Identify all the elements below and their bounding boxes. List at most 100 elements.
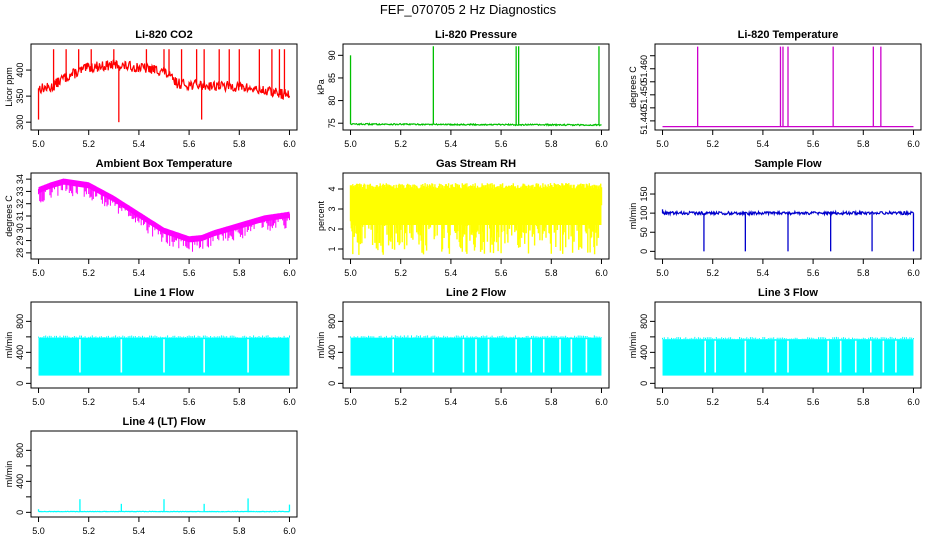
x-tick-label: 5.2 bbox=[82, 526, 95, 536]
y-tick-label: 0 bbox=[15, 510, 25, 515]
x-tick-label: 5.6 bbox=[495, 139, 508, 149]
x-tick-label: 5.0 bbox=[344, 268, 357, 278]
x-tick-label: 5.6 bbox=[183, 397, 196, 407]
data-series bbox=[350, 335, 602, 376]
panel-title: Li-820 Pressure bbox=[435, 29, 517, 41]
y-tick-label: 0 bbox=[15, 381, 25, 386]
y-axis: 300 350 400 bbox=[15, 63, 31, 130]
y-tick-label: 31 bbox=[15, 211, 25, 221]
plot-frame bbox=[654, 172, 922, 260]
y-tick-label: 300 bbox=[15, 115, 25, 130]
x-tick-label: 5.6 bbox=[807, 268, 820, 278]
x-tick-label: 5.0 bbox=[32, 397, 45, 407]
y-axis-label: ml/min bbox=[4, 461, 14, 488]
x-tick-label: 5.0 bbox=[32, 139, 45, 149]
x-axis: 5.0 5.2 5.4 5.6 5.8 6.0 bbox=[32, 517, 296, 536]
y-axis: 0 400 800 bbox=[15, 314, 31, 386]
y-tick-label: 800 bbox=[639, 314, 649, 329]
x-tick-label: 6.0 bbox=[595, 268, 608, 278]
data-series bbox=[349, 46, 602, 127]
x-tick-label: 6.0 bbox=[595, 139, 608, 149]
x-tick-label: 5.6 bbox=[495, 397, 508, 407]
y-tick-label: 350 bbox=[15, 89, 25, 104]
panel-7: Line 2 Flow 5.0 5.2 5.4 5.6 5.8 6.0 0 400 800ml/m… bbox=[316, 287, 610, 407]
panel-title: Ambient Box Temperature bbox=[96, 158, 233, 170]
panel-title: Line 1 Flow bbox=[134, 287, 194, 299]
y-tick-label: 1 bbox=[327, 246, 337, 251]
y-tick-label: 80 bbox=[327, 96, 337, 106]
x-tick-label: 5.6 bbox=[183, 526, 196, 536]
y-tick-label: 30 bbox=[15, 223, 25, 233]
y-tick-label: 400 bbox=[327, 345, 337, 360]
x-tick-label: 5.4 bbox=[445, 139, 458, 149]
x-tick-label: 5.8 bbox=[545, 268, 558, 278]
panel-9: Line 4 (LT) Flow 5.0 5.2 5.4 5.6 5.8 6.0 0 400 80… bbox=[4, 416, 298, 536]
x-tick-label: 5.2 bbox=[394, 268, 407, 278]
x-tick-label: 5.0 bbox=[344, 139, 357, 149]
x-tick-label: 5.4 bbox=[133, 526, 146, 536]
panel-title: Line 3 Flow bbox=[758, 287, 818, 299]
x-tick-label: 5.4 bbox=[133, 139, 146, 149]
data-series bbox=[662, 46, 914, 128]
x-tick-label: 6.0 bbox=[595, 397, 608, 407]
data-series bbox=[37, 49, 291, 123]
x-tick-label: 5.2 bbox=[706, 397, 719, 407]
y-tick-label: 2 bbox=[327, 226, 337, 231]
data-series bbox=[349, 183, 603, 255]
panel-title: Gas Stream RH bbox=[436, 158, 516, 170]
panel-0: Li-820 CO2 5.0 5.2 5.4 5.6 5.8 6.0 300 350 400Lic… bbox=[4, 29, 298, 149]
y-axis: 75 80 85 90 bbox=[327, 50, 343, 128]
panel-3: Ambient Box Temperature 5.0 5.2 5.4 5.6 5.8 6.… bbox=[4, 158, 298, 278]
y-tick-label: 33 bbox=[15, 186, 25, 196]
x-tick-label: 6.0 bbox=[907, 268, 920, 278]
series-edge bbox=[350, 335, 602, 338]
y-tick-label: 51.460 bbox=[639, 55, 649, 83]
y-axis-label: ml/min bbox=[628, 203, 638, 230]
plot-frame bbox=[342, 172, 610, 260]
plot-frame bbox=[342, 43, 610, 131]
x-tick-label: 5.8 bbox=[857, 139, 870, 149]
data-series bbox=[38, 178, 290, 252]
series-noise bbox=[38, 180, 290, 252]
y-axis-label: Licor ppm bbox=[4, 67, 14, 107]
x-tick-label: 5.0 bbox=[656, 268, 669, 278]
y-axis: 0 400 800 bbox=[15, 443, 31, 515]
x-tick-label: 6.0 bbox=[907, 139, 920, 149]
x-tick-label: 5.2 bbox=[394, 139, 407, 149]
panel-title: Li-820 Temperature bbox=[738, 29, 839, 41]
x-tick-label: 5.6 bbox=[807, 397, 820, 407]
x-tick-label: 5.8 bbox=[233, 139, 246, 149]
y-tick-label: 50 bbox=[639, 227, 649, 237]
x-tick-label: 5.4 bbox=[757, 268, 770, 278]
y-axis: 28 29 30 31 32 33 34 bbox=[15, 174, 31, 258]
y-tick-label: 400 bbox=[15, 474, 25, 489]
y-tick-label: 28 bbox=[15, 248, 25, 258]
y-axis-label: degrees C bbox=[628, 66, 638, 108]
plot-frame bbox=[654, 43, 922, 131]
y-tick-label: 85 bbox=[327, 73, 337, 83]
x-tick-label: 5.0 bbox=[32, 526, 45, 536]
y-tick-label: 0 bbox=[327, 381, 337, 386]
x-tick-label: 5.4 bbox=[445, 397, 458, 407]
panel-title: Line 4 (LT) Flow bbox=[123, 416, 206, 428]
y-axis-label: percent bbox=[316, 200, 326, 231]
x-axis: 5.0 5.2 5.4 5.6 5.8 6.0 bbox=[32, 130, 296, 149]
x-tick-label: 5.6 bbox=[183, 268, 196, 278]
x-tick-label: 6.0 bbox=[283, 268, 296, 278]
x-tick-label: 5.0 bbox=[344, 397, 357, 407]
y-axis-label: ml/min bbox=[316, 332, 326, 359]
x-tick-label: 5.6 bbox=[807, 139, 820, 149]
x-tick-label: 5.2 bbox=[706, 139, 719, 149]
panel-1: Li-820 Pressure 5.0 5.2 5.4 5.6 5.8 6.0 75 80 85 9… bbox=[316, 29, 610, 149]
plot-frame bbox=[30, 43, 298, 131]
x-tick-label: 5.0 bbox=[32, 268, 45, 278]
y-axis-label: ml/min bbox=[4, 332, 14, 359]
y-tick-label: 4 bbox=[327, 186, 337, 191]
y-tick-label: 75 bbox=[327, 118, 337, 128]
y-tick-label: 400 bbox=[639, 345, 649, 360]
data-series bbox=[662, 336, 914, 376]
y-axis-label: kPa bbox=[316, 79, 326, 95]
data-series bbox=[37, 498, 291, 513]
y-axis-label: ml/min bbox=[628, 332, 638, 359]
